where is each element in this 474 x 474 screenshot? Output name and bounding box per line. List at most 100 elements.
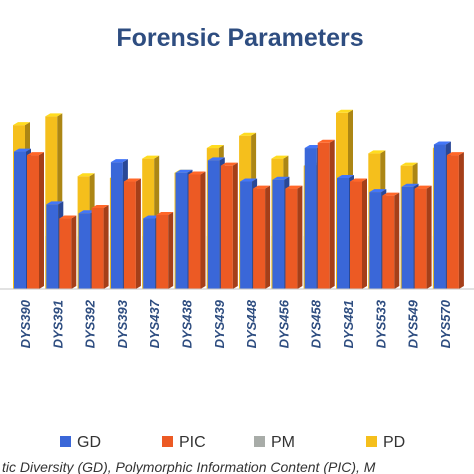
x-tick-label: DYS392: [83, 299, 98, 348]
bar-pic-dys456: [285, 185, 303, 289]
bar-top: [123, 178, 141, 182]
x-tick-label: DYS391: [50, 300, 65, 348]
bar-side: [362, 178, 367, 289]
bar-top: [350, 178, 367, 182]
bar-pic-dys549: [414, 185, 432, 289]
bar-front: [337, 178, 349, 289]
bar-top: [188, 171, 206, 175]
legend-label: PIC: [179, 434, 206, 451]
legend-swatch: [366, 436, 377, 447]
bar-front: [382, 195, 395, 289]
chart-title: Forensic Parameters: [116, 24, 363, 52]
bar-top: [45, 113, 63, 117]
bar-side: [135, 178, 141, 289]
bar-front: [304, 148, 317, 289]
bar-side: [168, 212, 174, 289]
legend-label: PD: [383, 434, 405, 451]
bar-front: [175, 172, 188, 289]
bar-front: [272, 179, 285, 289]
x-tick-labels: DYS390 DYS391 DYS392 DYS393 DYS437 DYS438 DYS4…: [18, 299, 453, 348]
legend-swatch: [60, 436, 71, 447]
bar-top: [337, 175, 354, 178]
bar-top: [253, 185, 271, 189]
legend-swatch: [254, 436, 265, 447]
x-tick-label: DYS437: [147, 299, 162, 348]
bar-pic-dys393: [123, 178, 141, 289]
bar-front: [317, 142, 330, 289]
x-tick-label: DYS448: [244, 299, 259, 348]
bar-pic-dys392: [91, 204, 109, 289]
legend-item-pm: PM: [254, 434, 295, 451]
bar-front: [123, 181, 136, 289]
bar-top: [317, 139, 335, 143]
x-tick-label: DYS390: [18, 299, 33, 348]
bar-front: [433, 144, 446, 289]
bar-side: [71, 215, 77, 289]
bar-side: [394, 192, 400, 289]
x-tick-label: DYS458: [309, 299, 324, 348]
legend-label: PM: [271, 434, 295, 451]
bar-pic-dys438: [188, 171, 206, 289]
bar-pic-dys458: [317, 139, 335, 289]
bar-side: [39, 152, 44, 289]
bar-side: [426, 185, 432, 289]
bar-top: [13, 122, 30, 126]
bar-front: [253, 188, 266, 289]
bar-top: [143, 215, 161, 219]
bar-front: [143, 218, 156, 289]
bar-top: [336, 109, 353, 113]
bar-top: [220, 162, 238, 166]
bar-top: [142, 155, 160, 159]
bar-front: [59, 218, 72, 289]
legend-swatch: [162, 436, 173, 447]
x-tick-label: DYS393: [115, 299, 130, 348]
bar-front: [78, 213, 91, 289]
bar-front: [27, 155, 39, 289]
bar-pic-dys533: [382, 192, 400, 289]
legend-item-gd: GD: [60, 434, 101, 451]
legend-label: GD: [77, 434, 101, 451]
bar-top: [239, 132, 257, 136]
x-tick-label: DYS549: [406, 299, 421, 348]
bar-front: [91, 207, 104, 289]
bar-top: [446, 152, 464, 156]
bar-top: [110, 159, 128, 163]
x-tick-label: DYS533: [373, 299, 388, 348]
bar-top: [14, 148, 31, 152]
bar-side: [458, 152, 464, 289]
bar-pic-dys448: [253, 185, 271, 289]
legend-item-pd: PD: [366, 434, 405, 451]
bar-front: [46, 204, 59, 289]
x-tick-label: DYS456: [276, 299, 291, 348]
x-tick-label: DYS481: [341, 300, 356, 348]
bar-front: [110, 162, 123, 289]
bars-group: [13, 109, 464, 290]
bar-top: [27, 152, 44, 156]
bar-side: [103, 204, 109, 289]
bar-top: [414, 185, 432, 189]
bar-top: [207, 157, 225, 161]
bar-top: [46, 201, 64, 205]
bar-top: [401, 183, 419, 187]
legend-item-pic: PIC: [162, 434, 206, 451]
bar-front: [401, 186, 414, 289]
bar-pic-dys391: [59, 215, 77, 289]
bar-front: [285, 188, 298, 289]
bar-pic-dys439: [220, 162, 238, 289]
bar-side: [232, 162, 238, 289]
bar-top: [369, 189, 387, 193]
bar-side: [265, 185, 271, 289]
bar-pic-dys437: [156, 212, 174, 289]
bar-top: [77, 173, 95, 177]
bar-side: [329, 139, 335, 289]
x-tick-label: DYS439: [212, 299, 227, 348]
bar-front: [369, 192, 382, 289]
x-tick-label: DYS570: [438, 299, 453, 348]
bar-front: [156, 215, 169, 289]
bar-top: [271, 155, 289, 159]
bar-front: [240, 181, 253, 289]
bar-front: [414, 188, 427, 289]
bar-front: [446, 155, 459, 289]
